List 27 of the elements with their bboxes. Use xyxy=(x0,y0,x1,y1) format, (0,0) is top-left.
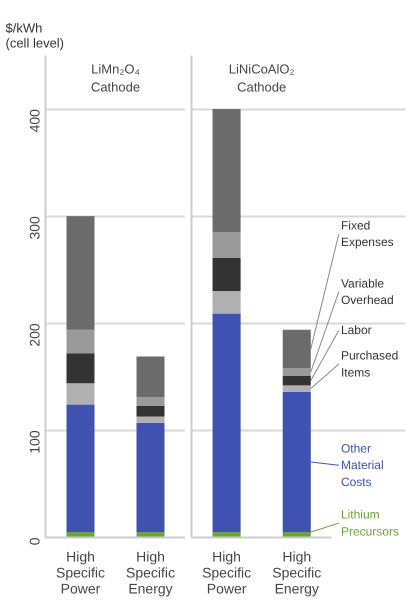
x-tick-label: High Specific Power xyxy=(56,548,106,596)
text: Variable Overhead xyxy=(340,276,394,308)
text: LiNiCoAlO₂ Cathode xyxy=(228,62,295,94)
y-tick-label: 300 xyxy=(26,216,42,240)
bar xyxy=(282,330,311,368)
x-tick-label: High Specific Energy xyxy=(272,548,322,596)
bar xyxy=(212,291,241,314)
x-tick-label: High Specific Energy xyxy=(126,548,176,596)
text: Labor xyxy=(340,323,372,338)
legend-label: Lithium Precursors xyxy=(340,508,399,538)
bar xyxy=(212,314,241,532)
y-tick-label: 200 xyxy=(26,323,42,347)
legend-label: Other Material Costs xyxy=(340,441,384,489)
x-tick-label: High Specific Power xyxy=(202,548,252,596)
bar xyxy=(212,232,241,258)
bar xyxy=(282,385,311,392)
bar xyxy=(212,258,241,292)
y-tick-label: 400 xyxy=(26,108,42,132)
y-tick-label: 0 xyxy=(26,537,42,546)
text: Purchased Items xyxy=(340,348,398,380)
bar xyxy=(282,376,311,386)
y-axis-title: $/kWh (cell level) xyxy=(6,20,64,50)
bar xyxy=(212,109,241,232)
text: LiMn₂O₄ Cathode xyxy=(90,62,140,94)
text: Fixed Expenses xyxy=(340,218,394,250)
bar xyxy=(282,368,311,376)
y-tick-label: 100 xyxy=(26,430,42,454)
